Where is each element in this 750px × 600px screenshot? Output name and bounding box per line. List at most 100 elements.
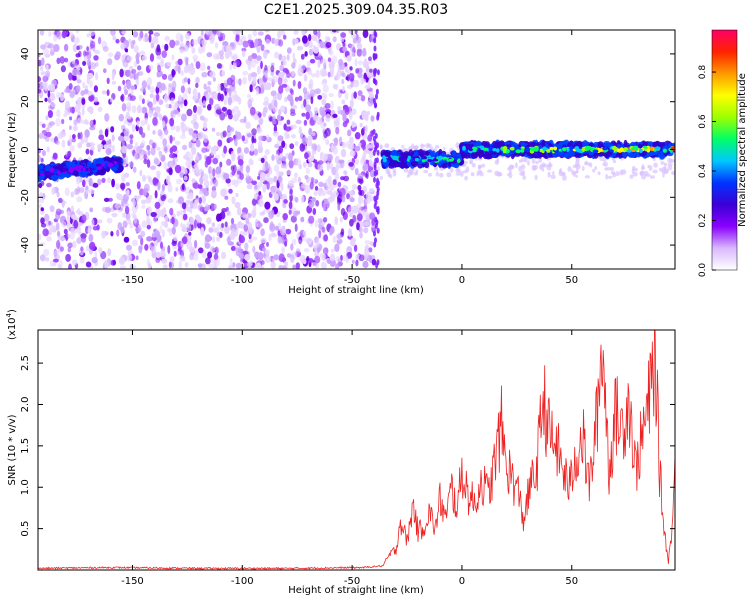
heatmap-cell: [348, 110, 353, 120]
heatmap-cell: [174, 40, 180, 46]
heatmap-cell: [76, 237, 82, 245]
heatmap-cell: [288, 159, 294, 169]
heatmap-cell: [155, 208, 161, 214]
heatmap-cell: [150, 211, 157, 218]
heatmap-cell: [350, 99, 354, 105]
heatmap-cell: [363, 58, 368, 64]
heatmap-cell: [138, 71, 144, 76]
heatmap-cell: [562, 147, 567, 152]
heatmap-cell: [278, 39, 284, 47]
heatmap-cell: [44, 85, 48, 91]
heatmap-cell: [121, 30, 127, 35]
heatmap-cell: [278, 253, 285, 263]
heatmap-cell: [259, 194, 263, 200]
heatmap-cell: [352, 33, 357, 39]
heatmap-cell: [304, 51, 308, 57]
heatmap-cell: [204, 242, 211, 249]
heatmap-cell: [244, 242, 249, 251]
heatmap-cell: [226, 236, 231, 244]
heatmap-cell: [528, 141, 534, 148]
heatmap-cell: [281, 55, 286, 62]
heatmap-cell: [202, 173, 209, 181]
heatmap-cell: [345, 107, 350, 116]
heatmap-cell: [192, 39, 198, 46]
heatmap-cell: [157, 64, 162, 73]
heatmap-cell: [317, 218, 323, 224]
heatmap-cell: [207, 104, 212, 111]
heatmap-cell: [175, 32, 182, 41]
heatmap-cell: [363, 227, 369, 234]
heatmap-cell: [217, 223, 222, 230]
heatmap-cell: [215, 109, 222, 115]
heatmap-cell: [291, 124, 297, 129]
heatmap-cell: [251, 135, 255, 144]
heatmap-cell: [335, 73, 341, 81]
heatmap-cell: [273, 176, 278, 183]
heatmap-cell: [132, 31, 139, 38]
heatmap-cell: [233, 105, 240, 114]
heatmap-cell: [362, 30, 369, 39]
heatmap-cell: [139, 169, 143, 177]
heatmap-cell: [89, 126, 96, 131]
heatmap-cell: [607, 175, 613, 179]
heatmap-cell: [248, 260, 253, 267]
heatmap-cell: [581, 146, 586, 152]
heatmap-cell: [69, 144, 75, 152]
heatmap-cell: [305, 104, 312, 112]
heatmap-cell: [135, 255, 139, 261]
heatmap-cell: [264, 254, 271, 263]
heatmap-cell: [63, 88, 71, 93]
heatmap-cell: [379, 175, 383, 180]
heatmap-cell: [215, 42, 219, 49]
heatmap-cell: [365, 170, 369, 179]
heatmap-cell: [55, 208, 62, 216]
heatmap-cell: [129, 138, 133, 145]
heatmap-cell: [107, 149, 112, 154]
heatmap-cell: [169, 117, 175, 127]
heatmap-cell: [573, 142, 582, 148]
heatmap-cell: [213, 203, 217, 210]
heatmap-cell: [295, 158, 302, 167]
heatmap-cell: [170, 110, 174, 119]
heatmap-cell: [231, 170, 236, 176]
heatmap-cell: [270, 186, 277, 196]
heatmap-cell: [322, 234, 328, 242]
heatmap-cell: [340, 32, 346, 38]
heatmap-cell: [256, 55, 262, 61]
heatmap-cell: [314, 255, 321, 264]
heatmap-cell: [156, 173, 161, 180]
heatmap-cell: [104, 113, 110, 122]
heatmap-cell: [119, 265, 127, 269]
heatmap-cell: [295, 262, 300, 269]
heatmap-cell: [169, 134, 173, 144]
heatmap-cell: [189, 154, 194, 160]
heatmap-cell: [84, 129, 90, 138]
heatmap-cell: [353, 79, 360, 88]
heatmap-cell: [319, 151, 325, 161]
heatmap-cell: [247, 55, 253, 62]
heatmap-cell: [291, 177, 298, 183]
heatmap-cell: [66, 215, 71, 224]
heatmap-cell: [166, 175, 171, 185]
heatmap-cell: [229, 62, 233, 71]
heatmap-cell: [235, 223, 242, 229]
heatmap-cell: [291, 62, 296, 69]
heatmap-cell: [47, 110, 54, 118]
heatmap-cell: [251, 53, 258, 59]
heatmap-cell: [133, 45, 139, 53]
heatmap-cell: [131, 239, 138, 247]
heatmap-cell: [301, 64, 306, 71]
heatmap-cell: [94, 251, 98, 259]
heatmap-cell: [189, 206, 193, 214]
heatmap-cell: [108, 197, 113, 202]
heatmap-cell: [117, 85, 122, 92]
heatmap-cell: [195, 76, 200, 84]
heatmap-cell: [123, 84, 127, 92]
heatmap-cell: [323, 217, 328, 223]
heatmap-cell: [290, 134, 297, 139]
heatmap-cell: [47, 96, 52, 104]
heatmap-cell: [300, 216, 305, 223]
heatmap-cell: [217, 92, 222, 102]
heatmap-cell: [171, 226, 176, 235]
heatmap-cell: [107, 58, 113, 66]
